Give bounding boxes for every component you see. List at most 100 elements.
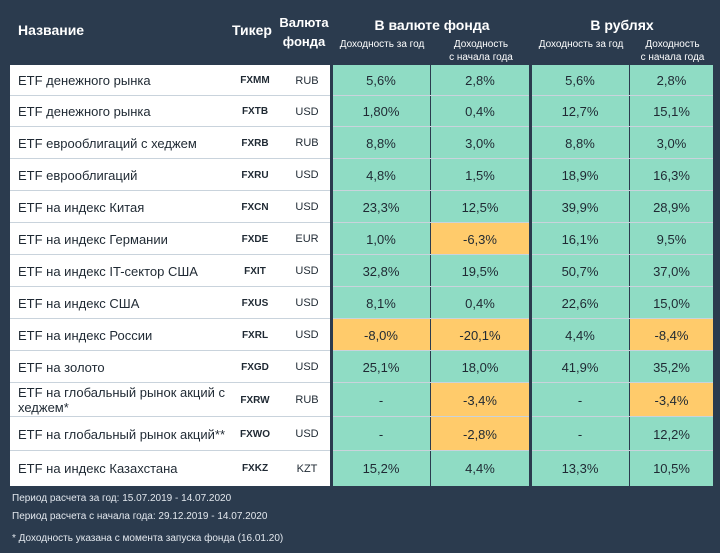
header-rub-ytd-line1: Доходность <box>645 39 700 50</box>
cell-rub-year-text: - <box>577 392 583 408</box>
cell-fund-ytd: 4,4% <box>431 451 529 486</box>
cell-rub-ytd-text: -3,4% <box>654 392 689 408</box>
table-row: ETF на индекс IT-сектор США FXIT USD 32,8% 1… <box>10 255 713 287</box>
cell-ticker-text: FXKZ <box>241 463 269 474</box>
cell-rub-ytd-text: 37,0% <box>653 263 690 279</box>
cell-fund-ytd-text: 0,4% <box>465 104 495 119</box>
cell-ticker-text: FXWO <box>240 428 270 440</box>
cell-name: ETF на индекс Казахстана <box>10 451 228 486</box>
cell-rub-ytd: 15,1% <box>630 96 713 127</box>
cell-rub-year-text: - <box>577 426 583 442</box>
cell-rub-ytd-text: 35,2% <box>653 359 690 375</box>
cell-currency: USD <box>282 319 332 351</box>
cell-fund-year: 1,0% <box>332 223 430 255</box>
cell-rub-year: 41,9% <box>531 351 629 383</box>
cell-ticker-text: FXRW <box>240 394 270 406</box>
cell-fund-year-text: -8,0% <box>364 327 398 343</box>
cell-currency: USD <box>282 351 332 383</box>
row-divider <box>10 222 713 223</box>
cell-fund-ytd-text: 2,8% <box>465 73 495 88</box>
cell-fund-year-text: 25,1% <box>362 359 400 375</box>
cell-fund-ytd: -6,3% <box>431 223 529 255</box>
row-divider <box>10 286 713 287</box>
cell-currency: USD <box>282 287 332 319</box>
cell-name-text: ETF на золото <box>18 359 105 375</box>
header-rub-ytd-line2: с начала года <box>640 52 705 63</box>
cell-fund-year: 23,3% <box>332 191 430 223</box>
cell-rub-year-text: 22,6% <box>561 295 599 311</box>
cell-ticker-text: FXRU <box>241 169 269 181</box>
cell-ticker: FXIT <box>228 255 282 287</box>
cell-rub-ytd: 10,5% <box>630 451 713 486</box>
cell-fund-ytd-text: 1,5% <box>465 167 495 183</box>
cell-fund-year-text: 1,80% <box>362 104 400 119</box>
row-divider <box>10 450 713 451</box>
table-row: ETF еврооблигаций FXRU USD 4,8% 1,5% 18,9% 16,… <box>10 159 713 191</box>
cell-ticker: FXRB <box>228 127 282 159</box>
cell-currency: USD <box>282 191 332 223</box>
cell-rub-ytd: 9,5% <box>630 223 713 255</box>
cell-fund-ytd: -20,1% <box>431 319 529 351</box>
row-divider <box>10 416 713 417</box>
cell-name-text: ETF еврооблигаций с хеджем <box>18 135 197 151</box>
header-currency-line1: Валюта <box>279 15 329 30</box>
cell-name-text: ETF на глобальный рынок акций с хеджем* <box>18 385 226 415</box>
cell-currency: RUB <box>282 383 332 417</box>
cell-ticker: FXMM <box>228 65 282 96</box>
cell-fund-year: 5,6% <box>332 65 430 96</box>
cell-fund-year: 1,80% <box>332 96 430 127</box>
cell-currency-text: USD <box>295 265 319 277</box>
cell-ticker-text: FXGD <box>241 361 269 373</box>
table-row: ETF на глобальный рынок акций с хеджем* F… <box>10 383 713 417</box>
cell-ticker-text: FXTB <box>241 106 269 117</box>
cell-name: ETF еврооблигаций с хеджем <box>10 127 228 159</box>
cell-fund-ytd: 1,5% <box>431 159 529 191</box>
cell-fund-ytd-text: 4,4% <box>465 461 495 476</box>
cell-name-text: ETF на индекс IT-сектор США <box>18 263 198 279</box>
cell-fund-ytd: 3,0% <box>431 127 529 159</box>
header-currency: Валюта фонда <box>276 13 332 51</box>
row-divider <box>10 318 713 319</box>
cell-name: ETF денежного рынка <box>10 96 228 127</box>
cell-rub-ytd-text: 16,3% <box>653 167 690 183</box>
cell-ticker-text: FXMM <box>240 75 270 86</box>
cell-ticker-text: FXUS <box>241 297 269 309</box>
cell-rub-year: 50,7% <box>531 255 629 287</box>
table-header: Название Тикер Валюта фонда В валюте фон… <box>0 0 720 65</box>
cell-fund-year-text: 8,1% <box>366 295 396 311</box>
table-row: ETF денежного рынка FXMM RUB 5,6% 2,8% 5,6% 2,… <box>10 65 713 96</box>
cell-fund-year-text: - <box>378 392 384 408</box>
cell-rub-ytd-text: 28,9% <box>653 199 690 215</box>
cell-rub-year-text: 13,3% <box>561 461 599 476</box>
cell-fund-ytd-text: -2,8% <box>463 426 497 442</box>
cell-rub-ytd: 37,0% <box>630 255 713 287</box>
cell-name-text: ETF на глобальный рынок акций** <box>18 426 226 442</box>
table-row: ETF на индекс Китая FXCN USD 23,3% 12,5% 39,9… <box>10 191 713 223</box>
cell-ticker-text: FXIT <box>244 265 266 277</box>
table-row: ETF на индекс Казахстана FXKZ KZT 15,2% 4,4%… <box>10 451 713 486</box>
table-row: ETF на глобальный рынок акций** FXWO USD - -… <box>10 417 713 451</box>
cell-fund-year-text: 5,6% <box>366 73 396 88</box>
cell-currency-text: EUR <box>295 233 319 245</box>
cell-fund-year-text: 8,8% <box>366 135 396 151</box>
cell-ticker: FXRL <box>228 319 282 351</box>
cell-rub-ytd: -3,4% <box>630 383 713 417</box>
header-fund-ytd-line2: с начала года <box>449 52 513 63</box>
cell-rub-ytd: 35,2% <box>630 351 713 383</box>
cell-name-text: ETF еврооблигаций <box>18 167 138 183</box>
cell-currency-text: RUB <box>295 74 319 87</box>
cell-name: ETF на глобальный рынок акций** <box>10 417 228 451</box>
row-divider <box>10 254 713 255</box>
footer-period-year: Период расчета за год: 15.07.2019 - 14.0… <box>12 493 232 504</box>
cell-fund-ytd: 2,8% <box>431 65 529 96</box>
table-body: ETF денежного рынка FXMM RUB 5,6% 2,8% 5,6% 2,… <box>10 65 713 486</box>
cell-rub-year-text: 16,1% <box>561 231 599 247</box>
cell-rub-ytd: 15,0% <box>630 287 713 319</box>
cell-ticker: FXUS <box>228 287 282 319</box>
cell-rub-year-text: 50,7% <box>561 263 599 279</box>
footer-note: * Доходность указана с момента запуска ф… <box>12 533 284 544</box>
cell-ticker-text: FXCN <box>241 201 269 213</box>
cell-rub-year: 8,8% <box>531 127 629 159</box>
cell-name-text: ETF на индекс Китая <box>18 199 145 215</box>
